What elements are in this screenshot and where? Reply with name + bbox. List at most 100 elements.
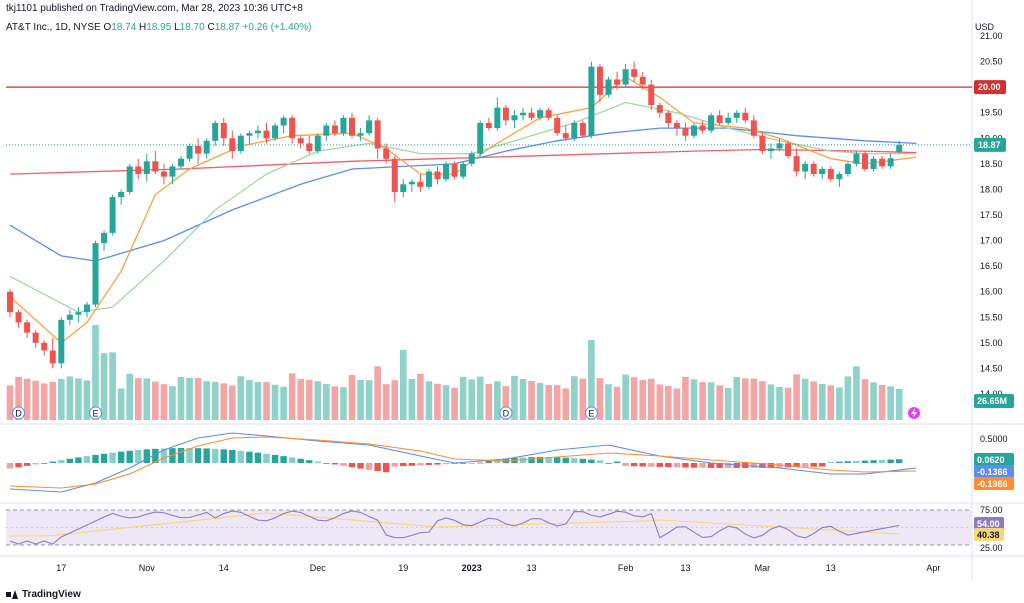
macd-histogram-bar: [297, 458, 304, 463]
macd-histogram-bar: [870, 460, 877, 463]
macd-histogram-bar: [271, 454, 279, 463]
candle-body: [699, 125, 706, 131]
volume-bar: [211, 382, 219, 420]
candle-body: [879, 158, 886, 167]
volume-bar: [254, 382, 262, 420]
price-tick-label: 15.50: [980, 312, 1003, 322]
candle-body: [66, 314, 73, 320]
candle-body: [844, 163, 851, 175]
volume-bar: [391, 380, 399, 420]
candle-body: [425, 171, 432, 187]
volume-bar: [622, 374, 629, 420]
candle-body: [186, 145, 193, 159]
tradingview-logo-icon: [6, 590, 18, 599]
candle-body: [802, 163, 809, 172]
macd-histogram-bar: [536, 457, 544, 463]
volume-bar: [365, 380, 373, 420]
candle-body: [494, 107, 501, 129]
volume-bar: [895, 389, 903, 420]
time-axis-label: 14: [219, 563, 229, 573]
volume-bar: [143, 378, 151, 420]
macd-histogram-bar: [690, 463, 698, 468]
macd-histogram-bar: [836, 461, 843, 463]
candle-body: [511, 115, 518, 121]
volume-bar: [639, 379, 646, 420]
rsi-line: [9, 510, 900, 545]
currency-label: USD: [974, 22, 994, 32]
volume-bar: [459, 376, 467, 420]
volume-bar: [357, 380, 364, 420]
macd-histogram-bar: [468, 463, 475, 464]
macd-histogram-bar: [194, 448, 202, 463]
volume-bar: [323, 383, 330, 420]
volume-bar: [545, 385, 552, 420]
candle-body: [246, 133, 253, 136]
macd-value-label: -0.1986: [977, 479, 1008, 489]
volume-bar: [442, 385, 450, 420]
volume-bar: [434, 383, 441, 420]
macd-histogram-bar: [374, 463, 381, 472]
candle-body: [460, 163, 467, 177]
macd-histogram-bar: [126, 450, 133, 463]
ohlc-close: C18.87: [207, 22, 240, 33]
volume-bar: [109, 352, 116, 420]
volume-bar: [23, 378, 31, 420]
time-axis-label: 19: [398, 563, 408, 573]
candle-body: [896, 144, 903, 152]
candle-body: [203, 140, 210, 154]
volume-bar: [853, 366, 860, 420]
candle-body: [408, 181, 415, 185]
candle-body: [767, 148, 774, 152]
macd-histogram-bar: [639, 463, 646, 467]
price-change: +0.26 (+1.40%): [242, 22, 312, 33]
signal-line: [9, 436, 917, 489]
candle-body: [178, 158, 184, 167]
candle-body: [793, 156, 800, 172]
macd-histogram-bar: [725, 463, 732, 468]
candle-body: [485, 122, 492, 129]
price-tick-label: 20.50: [980, 57, 1003, 67]
volume-bar: [613, 386, 621, 420]
volume-bar: [494, 381, 501, 420]
ohlc-high: H18.95: [139, 22, 172, 33]
volume-bar: [263, 382, 270, 420]
candle-body: [212, 122, 219, 141]
macd-histogram-bar: [477, 462, 484, 464]
time-axis-label: 13: [680, 563, 690, 573]
time-axis-label: 13: [527, 563, 537, 573]
candle-body: [109, 197, 116, 233]
volume-bar: [742, 378, 749, 420]
volume-bar: [759, 381, 766, 420]
candle-body: [716, 115, 723, 123]
candle-body: [340, 117, 347, 134]
volume-bar: [656, 384, 664, 420]
candle-body: [323, 125, 330, 136]
candle-body: [92, 243, 99, 305]
candle-body: [400, 184, 407, 192]
macd-histogram-bar: [254, 452, 262, 463]
tradingview-brand[interactable]: TradingView: [6, 589, 81, 600]
macd-histogram-bar: [41, 463, 48, 464]
candle-body: [810, 163, 817, 175]
macd-histogram-bar: [314, 461, 321, 463]
candle-body: [169, 166, 176, 177]
candle-body: [605, 79, 612, 95]
price-tick-label: 16.50: [980, 261, 1003, 271]
rsi-value-label: 40.38: [977, 530, 1000, 540]
candle-body: [195, 145, 202, 154]
macd-histogram-bar: [75, 457, 82, 463]
volume-label: 26.65M: [977, 396, 1007, 406]
macd-histogram-bar: [357, 463, 364, 469]
macd-histogram-bar: [844, 461, 852, 463]
time-axis-label: 13: [826, 563, 836, 573]
volume-bar: [126, 373, 133, 420]
volume-bar: [6, 385, 14, 420]
volume-bar: [271, 384, 279, 420]
volume-bar: [425, 381, 433, 420]
volume-bar: [348, 375, 356, 420]
candle-body: [622, 69, 629, 85]
lightning-bolt-icon: [911, 408, 917, 418]
macd-histogram-bar: [32, 463, 39, 465]
candle-body: [58, 319, 65, 364]
